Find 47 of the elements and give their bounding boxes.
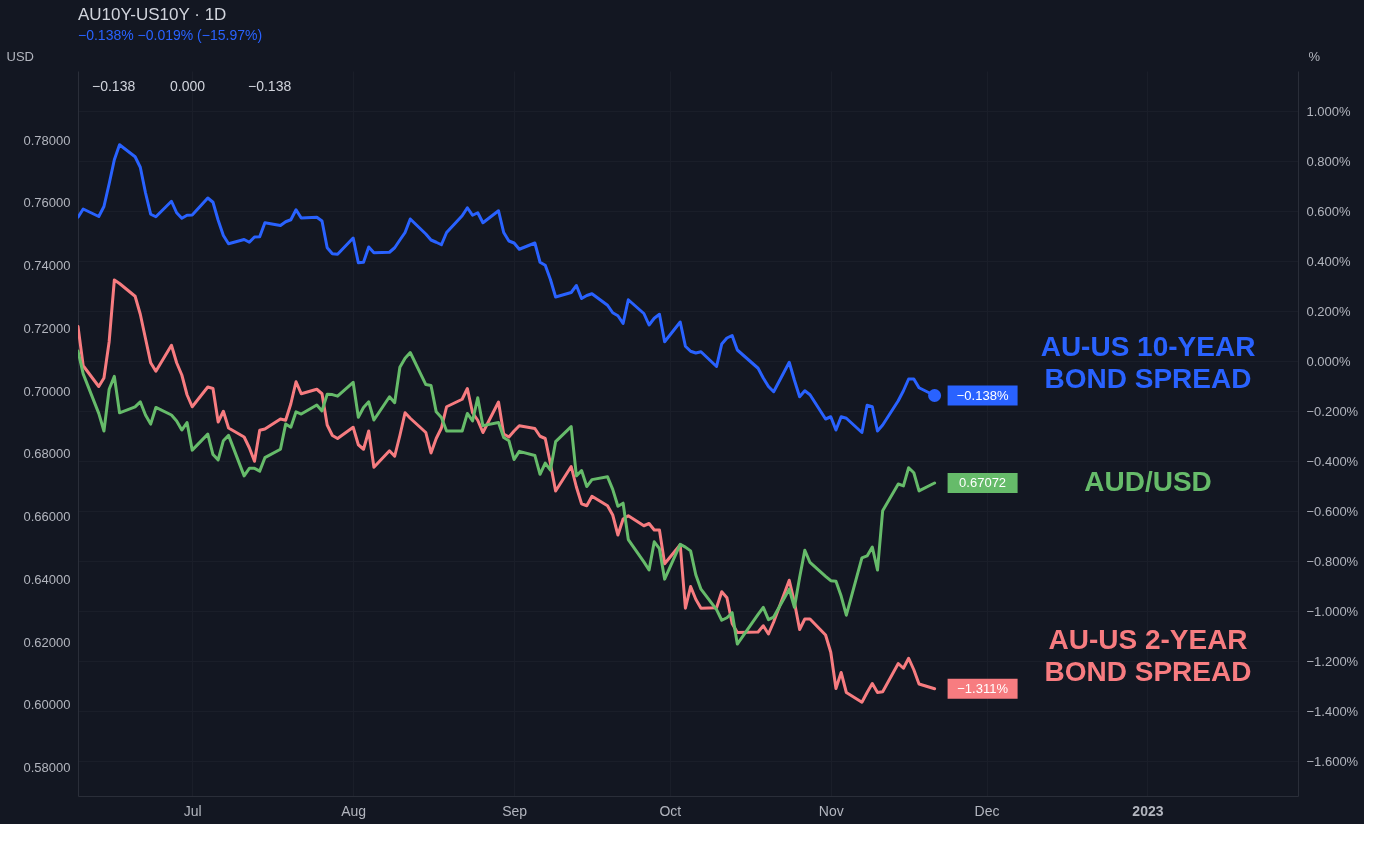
x-tick-label: Oct [659, 802, 682, 819]
y-axis-title: USD [6, 48, 34, 64]
x-tick-label: Jul [183, 802, 202, 819]
x-tick-label: Nov [818, 802, 844, 819]
y2-tick-label: −0.800% [1306, 553, 1359, 569]
text: AU-US 2-YEAR BOND SPREAD [1044, 623, 1252, 687]
y-tick-label: 0.66000 [23, 509, 71, 525]
annotation: 0.000 [170, 78, 206, 94]
y-tick-label: 0.60000 [23, 697, 71, 713]
y-tick-label: 0.62000 [23, 634, 71, 650]
y-tick-label: 0.72000 [23, 320, 71, 336]
y-tick-label: 0.78000 [23, 132, 71, 148]
y2-tick-label: 0.800% [1306, 153, 1352, 169]
y-tick-label: 0.58000 [23, 760, 71, 776]
y2-tick-label: 0.400% [1306, 253, 1352, 269]
x-tick-label: Sep [502, 802, 528, 819]
text: AU-US 10-YEAR BOND SPREAD [1040, 330, 1256, 394]
y2-tick-label: 0.600% [1306, 203, 1352, 219]
annotation: −0.138 [248, 78, 292, 94]
annotation: −0.138 [92, 78, 136, 94]
y-tick-label: 0.74000 [23, 258, 71, 274]
y-tick-label: 0.70000 [23, 383, 71, 399]
chart-title: AU10Y-US10Y · 1D [78, 5, 227, 24]
y2-tick-label: 0.200% [1306, 303, 1352, 319]
y-tick-label: 0.64000 [23, 571, 71, 587]
y2-tick-label: −0.600% [1306, 503, 1359, 519]
y2-tick-label: 1.000% [1306, 103, 1352, 119]
y2-tick-label: −1.000% [1306, 603, 1359, 619]
y2-tick-label: −0.400% [1306, 453, 1359, 469]
data-label: 0.67072 [959, 475, 1007, 491]
y2-tick-label: −1.600% [1306, 753, 1359, 769]
line-series [78, 278, 937, 704]
y-tick-label: 0.68000 [23, 446, 71, 462]
x-tick-label: 2023 [1132, 802, 1164, 819]
y2-tick-label: −1.400% [1306, 703, 1359, 719]
data-label: −0.138% [956, 387, 1009, 403]
y-tick-label: 0.76000 [23, 195, 71, 211]
chart-subtitle: −0.138% −0.019% (−15.97%) [78, 27, 263, 43]
y2-tick-label: −0.200% [1306, 403, 1359, 419]
legend-label: AUD/USD [1084, 466, 1212, 498]
line-series [78, 349, 937, 646]
y2-tick-label: 0.000% [1306, 353, 1352, 369]
data-label: −1.311% [957, 680, 1009, 696]
x-tick-label: Dec [974, 802, 1000, 819]
y2-axis-title: % [1308, 48, 1321, 64]
y2-tick-label: −1.200% [1306, 653, 1359, 669]
x-tick-label: Aug [341, 802, 367, 819]
